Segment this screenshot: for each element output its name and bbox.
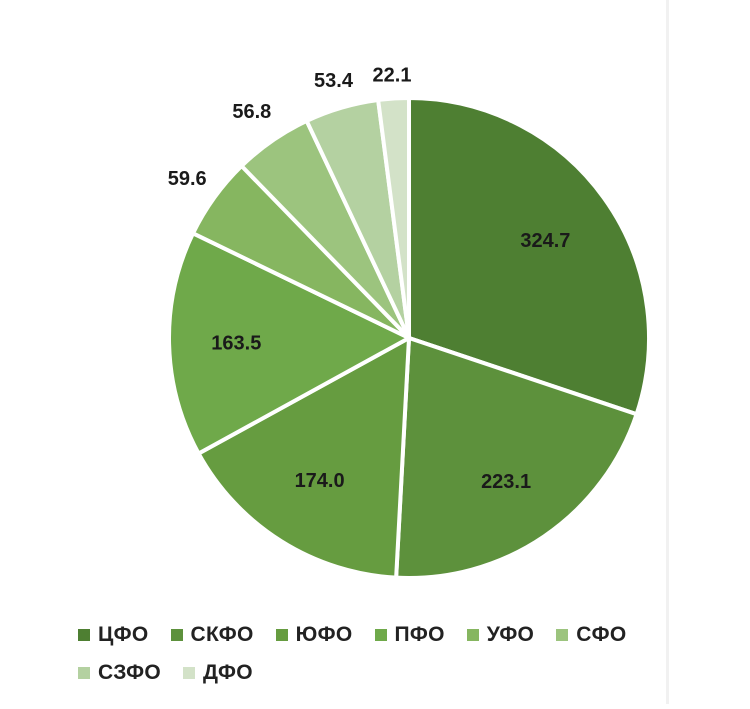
legend-item-3: ЮФО: [275, 622, 353, 648]
pie-slice-3: [196, 336, 411, 580]
legend-item-7: СЗФО: [78, 660, 161, 686]
legend-item-5: УФО: [466, 622, 535, 648]
legend-item-6: СФО: [556, 622, 626, 648]
data-label-3: 174.0: [295, 470, 345, 492]
legend-label: ПФО: [394, 623, 445, 646]
legend-swatch: [182, 667, 195, 679]
data-label-4: 163.5: [211, 332, 261, 354]
legend-item-1: ЦФО: [78, 622, 149, 648]
pie-slice-1: [407, 96, 651, 417]
pie-slice-8: [376, 96, 411, 340]
legend-swatch: [170, 629, 183, 641]
legend-swatch: [78, 629, 90, 641]
data-label-1: 324.7: [520, 230, 570, 252]
legend-item-2: СКФО: [170, 622, 254, 648]
legend-item-4: ПФО: [374, 622, 445, 648]
frame-border: [666, 0, 669, 704]
legend-label: ЮФО: [295, 623, 353, 646]
pie-slice-2: [394, 336, 639, 580]
legend-label: УФО: [486, 623, 535, 646]
pie-slice-4: [167, 231, 411, 456]
legend-swatch: [556, 629, 569, 641]
legend-label: СКФО: [190, 623, 254, 646]
legend-item-8: ДФО: [182, 660, 253, 686]
legend: ЦФО СКФО ЮФО ПФО УФО СФО СЗФО ДФО: [78, 622, 678, 686]
data-label-2: 223.1: [481, 471, 531, 493]
legend-label: ДФО: [202, 661, 253, 684]
data-label-6: 56.8: [232, 101, 271, 123]
legend-label: ЦФО: [98, 623, 149, 646]
data-label-8: 22.1: [373, 65, 412, 87]
legend-swatch: [374, 629, 387, 641]
data-label-5: 59.6: [168, 168, 207, 190]
legend-swatch: [275, 629, 288, 641]
data-label-7: 53.4: [314, 70, 354, 92]
legend-swatch: [466, 629, 479, 641]
legend-swatch: [78, 667, 90, 679]
legend-label: СЗФО: [98, 661, 161, 684]
legend-label: СФО: [576, 623, 627, 646]
